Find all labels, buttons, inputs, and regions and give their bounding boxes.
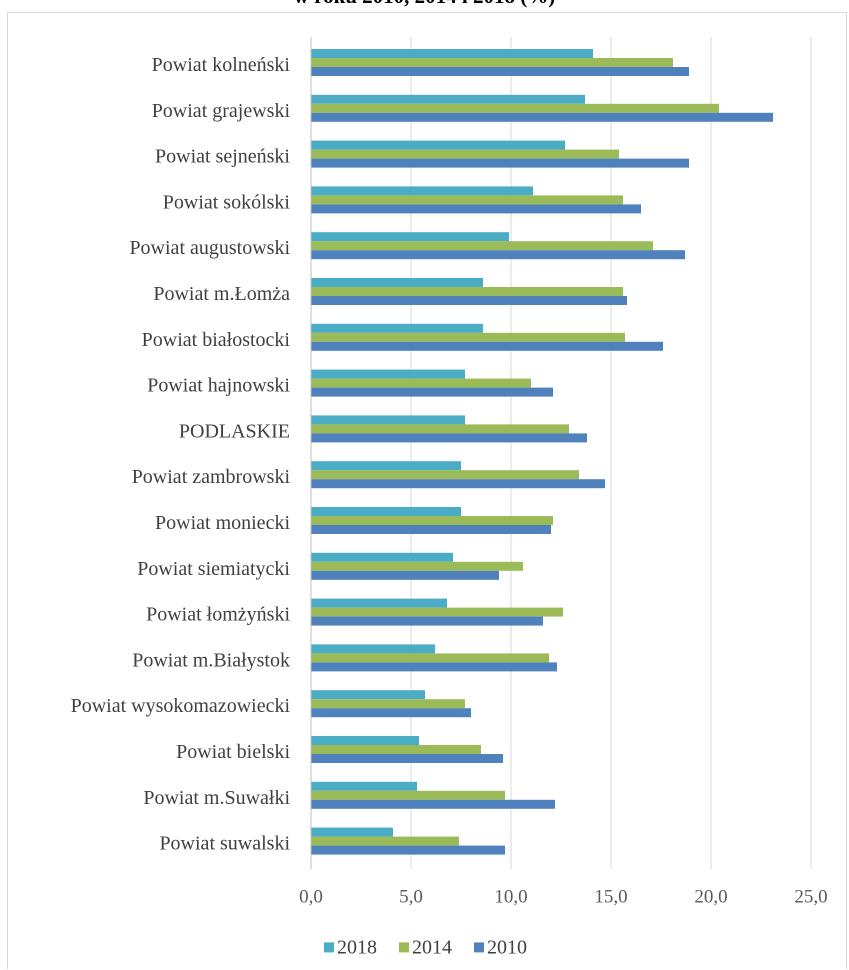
bar-2018 bbox=[311, 690, 425, 700]
legend-label: 2014 bbox=[412, 936, 452, 958]
legend-swatch-2010 bbox=[474, 942, 484, 953]
gridlines bbox=[410, 37, 812, 870]
bar-2014 bbox=[311, 745, 481, 754]
bar-2018 bbox=[311, 186, 533, 196]
bar-2018 bbox=[311, 94, 585, 104]
category-label: Powiat m.Łomża bbox=[153, 283, 290, 305]
bar-2010 bbox=[311, 158, 689, 168]
bar-2010 bbox=[311, 525, 551, 534]
category-label: Powiat łomżyński bbox=[146, 604, 290, 626]
x-tick-label: 25,0 bbox=[794, 886, 827, 907]
bar-chart: Powiat kolneński Powiat grajewski Powiat s… bbox=[71, 37, 828, 958]
bar-2014 bbox=[311, 836, 459, 846]
bar-2018 bbox=[311, 415, 465, 425]
bar-2014 bbox=[311, 103, 719, 113]
category-label: Powiat wysokomazowiecki bbox=[71, 695, 291, 717]
legend-label: 2018 bbox=[337, 936, 377, 958]
x-tick-label: 20,0 bbox=[694, 886, 727, 907]
bar-2018 bbox=[311, 507, 461, 516]
x-tick-label: 15,0 bbox=[594, 886, 627, 907]
category-label: Powiat sejneński bbox=[155, 146, 290, 168]
category-label: PODLASKIE bbox=[179, 420, 290, 442]
category-label: Powiat m.Suwałki bbox=[143, 787, 290, 809]
bar-2018 bbox=[311, 781, 417, 791]
bar-2010 bbox=[311, 341, 663, 351]
category-label: Powiat hajnowski bbox=[147, 375, 290, 397]
bar-2014 bbox=[311, 470, 579, 480]
category-label: Powiat kolneński bbox=[152, 54, 291, 76]
bar-2014 bbox=[311, 241, 653, 251]
category-labels: Powiat kolneński Powiat grajewski Powiat s… bbox=[71, 54, 291, 855]
bar-2010 bbox=[311, 250, 685, 260]
bar-2010 bbox=[311, 708, 471, 718]
bar-2010 bbox=[311, 570, 499, 580]
category-label: Powiat sokólski bbox=[163, 191, 291, 213]
category-label: Powiat zambrowski bbox=[132, 466, 291, 488]
bar-2010 bbox=[311, 616, 543, 626]
bar-2010 bbox=[311, 112, 773, 122]
category-label: Powiat suwalski bbox=[159, 833, 290, 855]
x-tick-label: 5,0 bbox=[399, 886, 423, 907]
bar-2014 bbox=[311, 58, 673, 67]
category-label: Powiat augustowski bbox=[129, 237, 290, 259]
legend-swatch-2014 bbox=[399, 942, 409, 953]
bar-2014 bbox=[311, 195, 623, 205]
bar-2018 bbox=[311, 644, 435, 654]
bar-2014 bbox=[311, 424, 569, 434]
bar-2014 bbox=[311, 149, 619, 159]
bar-2018 bbox=[311, 278, 483, 287]
bar-2018 bbox=[311, 598, 447, 608]
bar-2010 bbox=[311, 799, 555, 809]
bar-2014 bbox=[311, 607, 563, 617]
category-label: Powiat bielski bbox=[176, 741, 290, 763]
legend-label: 2010 bbox=[487, 936, 527, 958]
bar-2014 bbox=[311, 378, 531, 388]
bar-2014 bbox=[311, 287, 623, 296]
bar-2018 bbox=[311, 552, 453, 562]
bar-2010 bbox=[311, 662, 557, 672]
bar-2014 bbox=[311, 790, 505, 800]
category-label: Powiat białostocki bbox=[142, 329, 291, 351]
bar-2018 bbox=[311, 736, 419, 745]
legend: 2018 2014 2010 bbox=[324, 936, 527, 958]
bar-2010 bbox=[311, 204, 641, 214]
x-tick-labels: 0,0 5,0 10,0 15,0 20,0 25,0 bbox=[299, 886, 828, 907]
bar-2014 bbox=[311, 653, 549, 663]
bar-2010 bbox=[311, 754, 503, 763]
x-tick-label: 0,0 bbox=[299, 886, 323, 907]
bar-2010 bbox=[311, 296, 627, 305]
x-tick-label: 10,0 bbox=[494, 886, 527, 907]
bar-2010 bbox=[311, 67, 689, 76]
bars bbox=[311, 49, 773, 855]
bar-2014 bbox=[311, 561, 523, 571]
bar-2018 bbox=[311, 232, 509, 242]
bar-2018 bbox=[311, 369, 465, 379]
category-label: Powiat moniecki bbox=[155, 512, 290, 534]
bar-2014 bbox=[311, 516, 553, 525]
bar-2014 bbox=[311, 332, 625, 342]
category-label: Powiat siemiatycki bbox=[137, 558, 290, 580]
bar-2010 bbox=[311, 845, 505, 855]
bar-2010 bbox=[311, 387, 553, 397]
category-label: Powiat m.Białystok bbox=[132, 649, 290, 671]
bar-2018 bbox=[311, 140, 565, 150]
bar-2014 bbox=[311, 699, 465, 709]
bar-2010 bbox=[311, 433, 587, 443]
bar-2018 bbox=[311, 323, 483, 333]
bar-2018 bbox=[311, 827, 393, 837]
chart-title: w roku 2010, 2014 i 2018 (%) bbox=[0, 0, 849, 9]
category-label: Powiat grajewski bbox=[152, 100, 291, 122]
bar-2010 bbox=[311, 479, 605, 489]
chart-frame: Powiat kolneński Powiat grajewski Powiat s… bbox=[7, 12, 847, 969]
legend-swatch-2018 bbox=[324, 942, 334, 953]
bar-2018 bbox=[311, 461, 461, 471]
bar-2018 bbox=[311, 49, 593, 58]
